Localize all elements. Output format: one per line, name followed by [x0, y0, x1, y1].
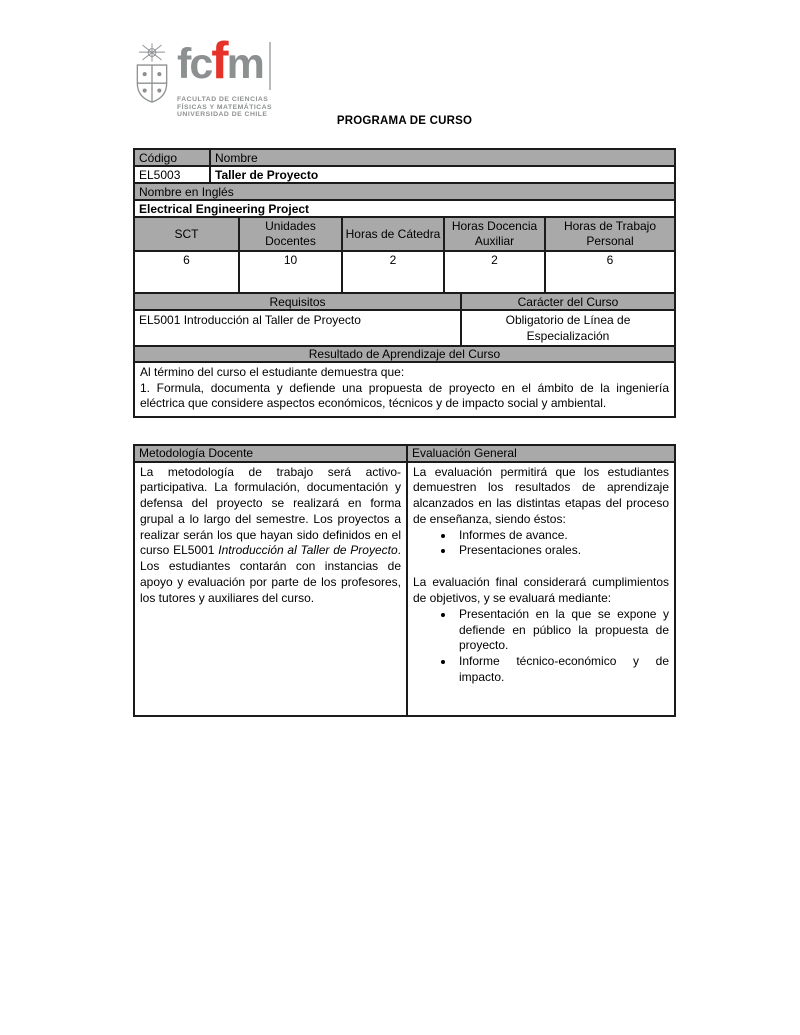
resultado-item: 1. Formula, documenta y defiende una pro… — [140, 380, 669, 411]
evaluacion-label: Evaluación General — [406, 443, 676, 463]
codigo-value: EL5003 — [133, 165, 211, 184]
metodologia-course-italic: Introducción al Taller de Proyecto — [218, 543, 398, 558]
caption-line: FACULTAD DE CIENCIAS — [177, 96, 269, 103]
nombre-ingles-value: Electrical Engineering Project — [133, 199, 676, 218]
hours-table: SCT Unidades Docentes Horas de Cátedra H… — [133, 216, 676, 294]
fcfm-wordmark: fc f m — [177, 32, 272, 90]
wordmark-fc: fc — [177, 40, 213, 88]
metodologia-text: La metodología de trabajo será activo-pa… — [140, 464, 402, 605]
course-program-content: Código Nombre EL5003 Taller de Proyecto … — [133, 148, 676, 717]
evaluacion-body: La evaluación permitirá que los estudian… — [406, 460, 676, 717]
caracter-label: Carácter del Curso — [460, 292, 676, 311]
evaluacion-p1: La evaluación permitirá que los estudian… — [413, 464, 669, 526]
evaluacion-bullets-1: Informes de avance. Presentaciones orale… — [413, 528, 669, 560]
requisitos-table: Requisitos Carácter del Curso EL5001 Int… — [133, 292, 676, 347]
hours-value: 2 — [443, 250, 546, 294]
caracter-value-line: Obligatorio de Línea de — [505, 313, 631, 327]
resultado-body: Al término del curso el estudiante demue… — [133, 361, 676, 418]
bullet-item: Presentaciones orales. — [455, 543, 669, 559]
fcfm-logo: fc f m FACULTAD DE CIENCIAS FÍSICAS Y MATE… — [133, 32, 272, 119]
evaluacion-bullets-2: Presentación en la que se expone y defie… — [413, 607, 669, 686]
caption-line: UNIVERSIDAD DE CHILE — [177, 111, 268, 119]
hours-header: SCT — [133, 216, 240, 252]
hours-value: 2 — [341, 250, 445, 294]
resultado-table: Resultado de Aprendizaje del Curso Al té… — [133, 345, 676, 418]
university-crest-icon — [136, 43, 168, 103]
wordmark-m: m — [226, 40, 265, 88]
logo-divider — [268, 42, 271, 90]
hours-value: 6 — [133, 250, 240, 294]
metodologia-evaluacion-table: Metodología Docente Evaluación General L… — [133, 443, 676, 717]
page-title: PROGRAMA DE CURSO — [336, 115, 473, 127]
hours-value: 10 — [238, 250, 343, 294]
bullet-item: Presentación en la que se expone y defie… — [455, 607, 669, 654]
caracter-value: Obligatorio de Línea de Especialización — [460, 309, 676, 347]
nombre-value: Taller de Proyecto — [209, 165, 676, 184]
hours-header: Unidades Docentes — [238, 216, 343, 252]
resultado-intro: Al término del curso el estudiante demue… — [140, 365, 405, 379]
faculty-caption: FACULTAD DE CIENCIAS FÍSICAS Y MATEMÁTIC… — [177, 96, 272, 119]
resultado-label: Resultado de Aprendizaje del Curso — [133, 345, 676, 363]
metodologia-body: La metodología de trabajo será activo-pa… — [133, 460, 408, 717]
caption-line: FÍSICAS Y MATEMÁTICAS — [177, 103, 273, 111]
hours-header: Horas Docencia Auxiliar — [443, 216, 546, 252]
evaluacion-p2: La evaluación final considerará cumplimi… — [413, 575, 669, 606]
course-info-table: Código Nombre EL5003 Taller de Proyecto … — [133, 148, 676, 218]
bullet-item: Informes de avance. — [455, 528, 669, 544]
requisitos-value: EL5001 Introducción al Taller de Proyect… — [133, 309, 462, 347]
codigo-label: Código — [133, 148, 211, 167]
wordmark-red-f: f — [211, 32, 228, 90]
nombre-ingles-label: Nombre en Inglés — [133, 182, 676, 201]
caracter-value-line: Especialización — [526, 328, 610, 343]
metodologia-label: Metodología Docente — [133, 443, 408, 463]
requisitos-label: Requisitos — [133, 292, 462, 311]
nombre-label: Nombre — [209, 148, 676, 167]
hours-header: Horas de Cátedra — [341, 216, 445, 252]
hours-value: 6 — [544, 250, 676, 294]
bullet-item: Informe técnico-económico y de impacto. — [455, 654, 669, 686]
hours-header: Horas de Trabajo Personal — [544, 216, 676, 252]
